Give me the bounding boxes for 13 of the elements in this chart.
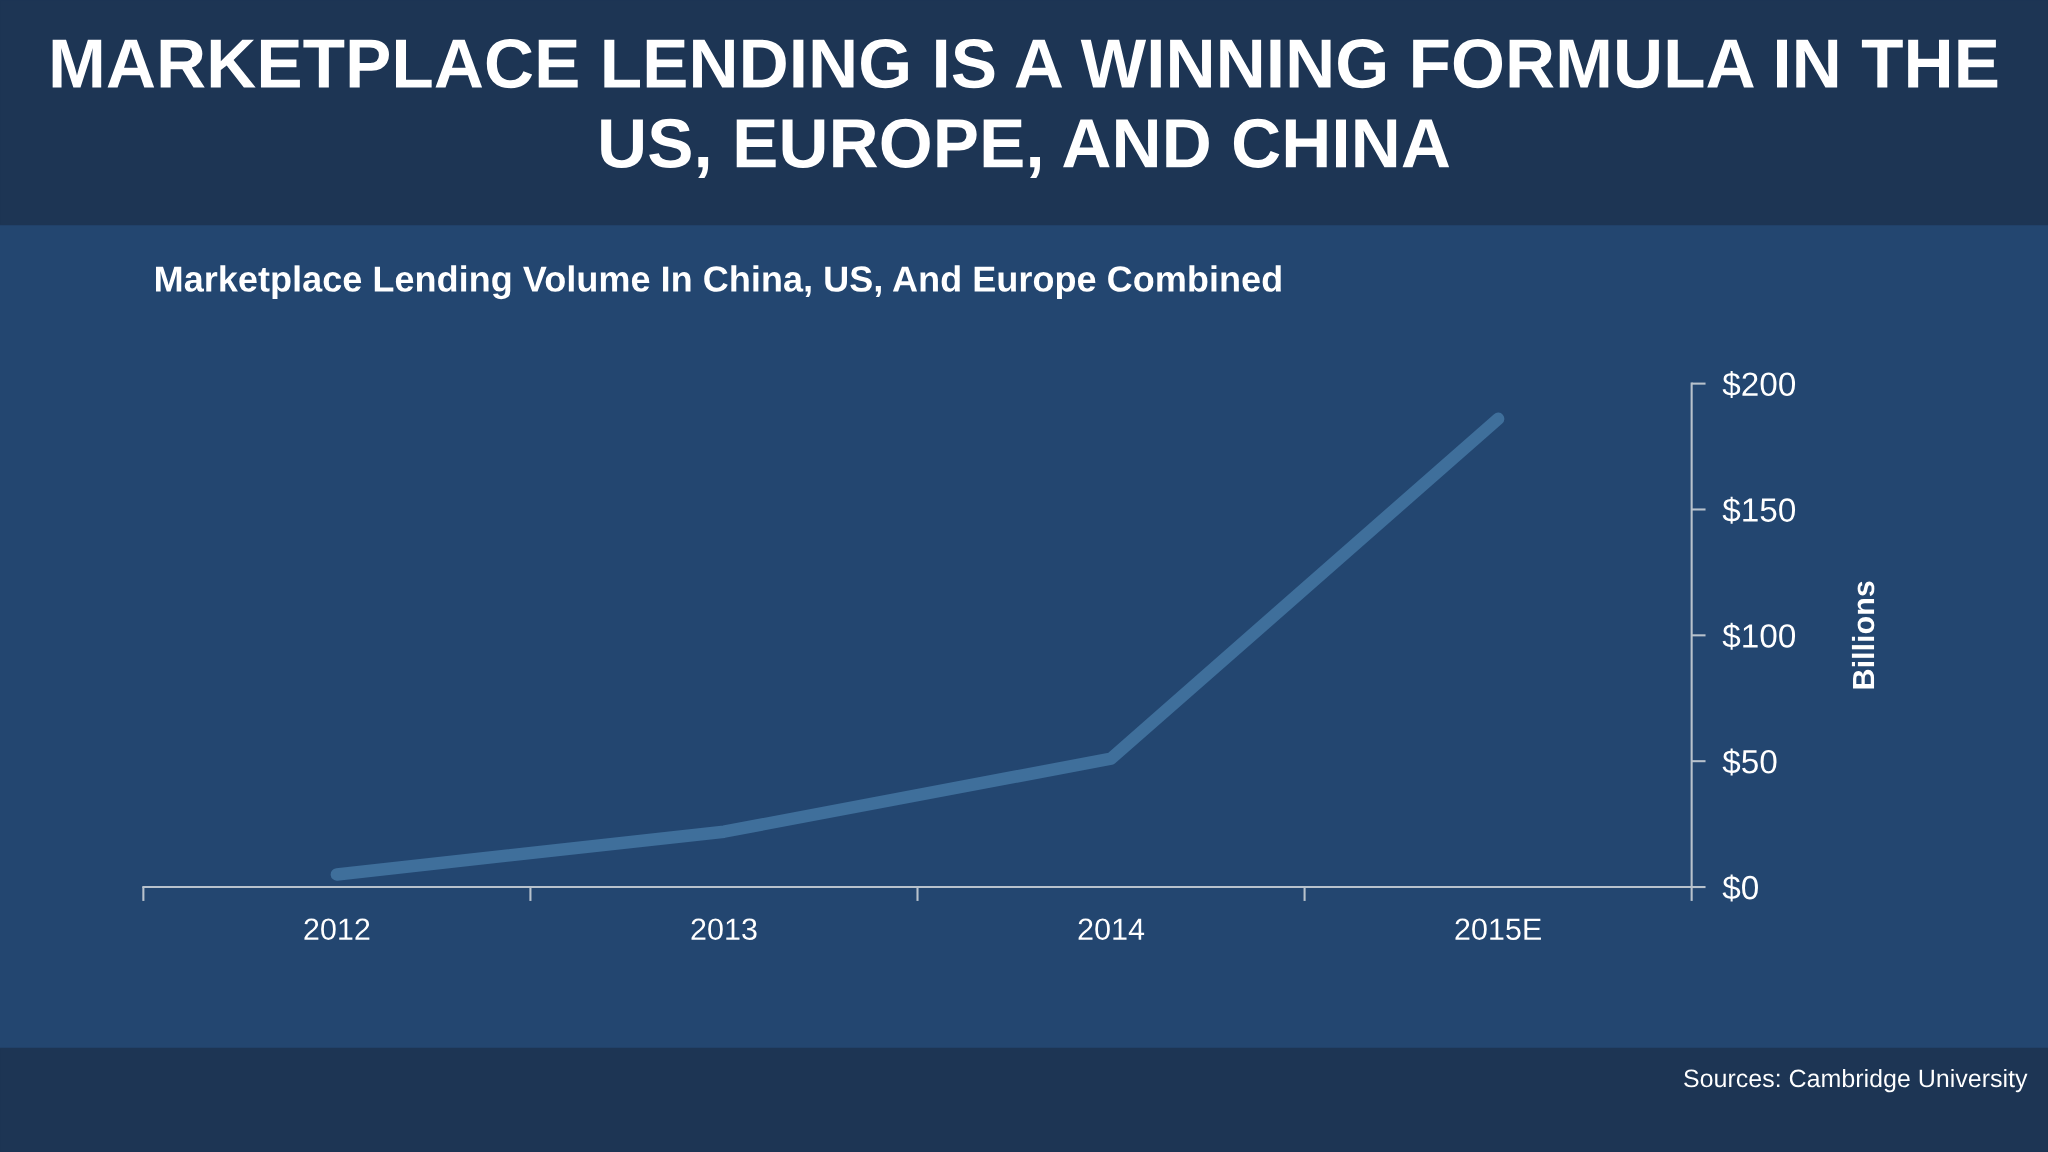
x-tick-label: 2015E — [1455, 918, 1541, 941]
y-tick-label: $0 — [1722, 874, 1758, 902]
y-tick-label: $150 — [1722, 496, 1796, 524]
y-tick-label: $100 — [1722, 622, 1796, 650]
x-tick-label: 2012 — [304, 918, 370, 941]
y-tick-label: $50 — [1722, 748, 1777, 776]
x-tick-label: 2014 — [1078, 918, 1145, 941]
source-note: Sources: Cambridge University — [1684, 1068, 2028, 1093]
y-axis-title: Billions — [1851, 581, 1875, 689]
y-tick-label: $200 — [1722, 371, 1796, 399]
chart-title: MARKETPLACE LENDING IS A WINNING FORMULA IN THE US, EUROPE, AND CHINA — [52, 38, 1998, 179]
x-tick-label: 2013 — [691, 918, 757, 941]
chart-subtitle: Marketplace Lending Volume In China, US, And Europe Combined — [156, 265, 1281, 300]
